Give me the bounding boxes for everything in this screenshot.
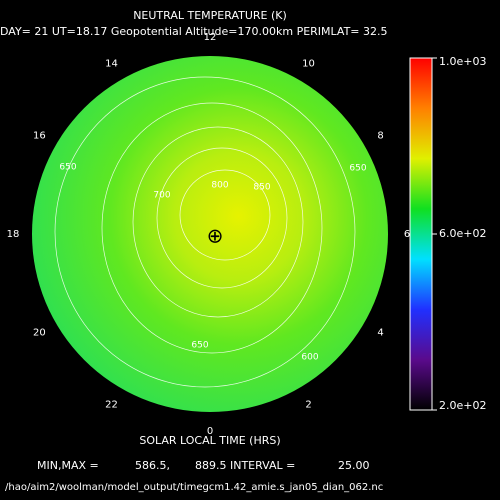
local-time-label: 22 <box>105 400 118 411</box>
contour-label: 700 <box>153 191 170 201</box>
contour-lines <box>54 76 356 388</box>
chart-subtitle: DAY= 21 UT=18.17 Geopotential Altitude=1… <box>0 25 388 38</box>
contour-label: 600 <box>301 353 318 363</box>
contour-label: 650 <box>191 341 208 351</box>
local-time-label: 0 <box>207 426 213 437</box>
polar-disk <box>32 56 388 412</box>
contour-label: 800 <box>211 181 228 191</box>
colorbar-tick-label: 1.0e+03 <box>439 55 486 68</box>
local-time-label: 12 <box>204 32 217 43</box>
colorbar-tick-label: 6.0e+02 <box>439 227 486 240</box>
local-time-label: 2 <box>305 400 311 411</box>
local-time-label: 8 <box>377 131 383 142</box>
local-time-label: 10 <box>302 58 315 69</box>
x-axis-label: SOLAR LOCAL TIME (HRS) <box>139 434 280 447</box>
local-time-label: 4 <box>377 328 383 339</box>
pole-marker: ⊕ <box>207 224 224 248</box>
local-time-label: 16 <box>33 131 46 142</box>
local-time-label: 14 <box>105 58 118 69</box>
colorbar-tick-label: 2.0e+02 <box>439 399 486 412</box>
chart-title: NEUTRAL TEMPERATURE (K) <box>133 9 287 22</box>
local-time-label: 6 <box>404 229 410 240</box>
contour-label: 650 <box>59 163 76 173</box>
stats-max: 889.5 INTERVAL = <box>195 459 295 472</box>
stats-interval: 25.00 <box>338 459 370 472</box>
contour-label: 650 <box>349 164 366 174</box>
contour-label: 850 <box>253 183 270 193</box>
colorbar <box>409 57 433 411</box>
stats-label: MIN,MAX = <box>37 459 99 472</box>
stats-min: 586.5, <box>135 459 170 472</box>
local-time-label: 18 <box>7 229 20 240</box>
local-time-label: 20 <box>33 328 46 339</box>
footer-path: /hao/aim2/woolman/model_output/timegcm1.… <box>5 482 383 493</box>
